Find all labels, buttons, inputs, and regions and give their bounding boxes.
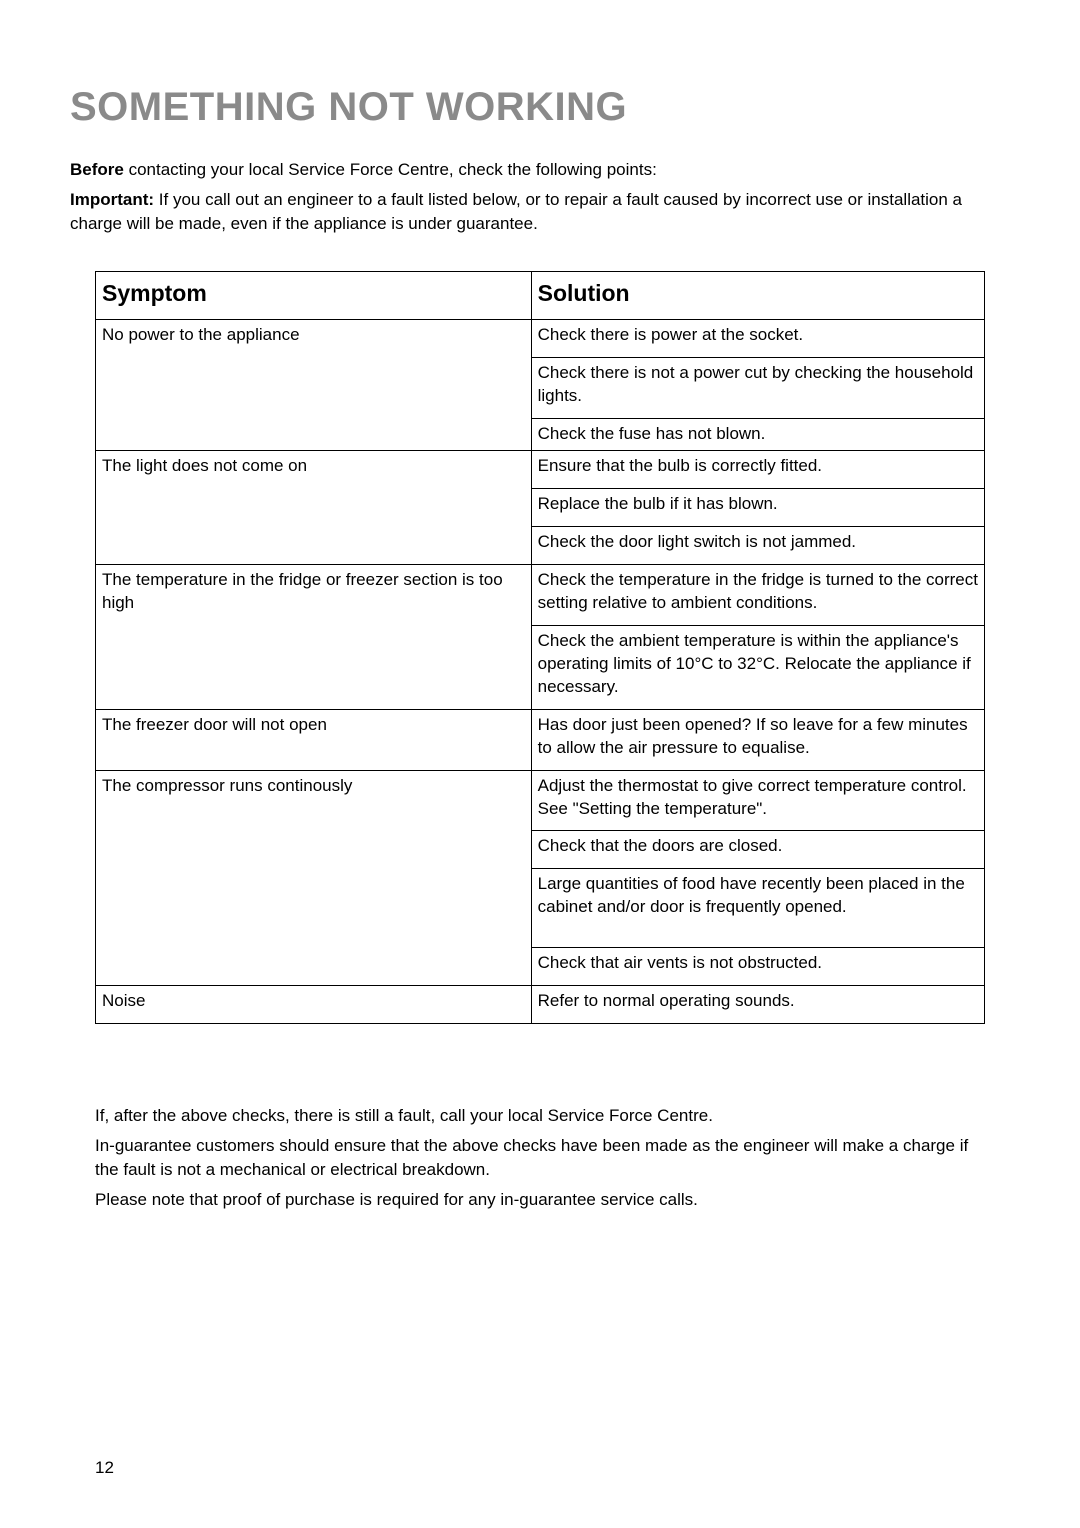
symptom-cell: The freezer door will not open xyxy=(96,709,532,770)
header-symptom: Symptom xyxy=(96,272,532,320)
intro-before: Before contacting your local Service For… xyxy=(70,158,1010,182)
solution-cell: Check there is not a power cut by checki… xyxy=(531,358,984,419)
solution-cell: Check that the doors are closed. xyxy=(531,831,984,869)
solution-cell: Check the ambient temperature is within … xyxy=(531,625,984,709)
page-number: 12 xyxy=(95,1458,114,1478)
table-body: No power to the appliance Check there is… xyxy=(96,320,985,1024)
solution-cell: Large quantities of food have recently b… xyxy=(531,869,984,948)
before-bold: Before xyxy=(70,160,124,179)
solution-cell: Check there is power at the socket. xyxy=(531,320,984,358)
symptom-cell: Noise xyxy=(96,986,532,1024)
page-title: SOMETHING NOT WORKING xyxy=(70,85,1010,130)
symptom-cell: The compressor runs continously xyxy=(96,770,532,986)
table-row: The light does not come on Ensure that t… xyxy=(96,451,985,489)
footer-p1: If, after the above checks, there is sti… xyxy=(95,1104,985,1128)
header-solution: Solution xyxy=(531,272,984,320)
troubleshooting-table-wrap: Symptom Solution No power to the applian… xyxy=(95,271,985,1024)
table-row: No power to the appliance Check there is… xyxy=(96,320,985,358)
solution-cell: Check the fuse has not blown. xyxy=(531,419,984,451)
important-bold: Important: xyxy=(70,190,154,209)
solution-cell: Refer to normal operating sounds. xyxy=(531,986,984,1024)
table-row: The temperature in the fridge or freezer… xyxy=(96,565,985,626)
solution-cell: Check the door light switch is not jamme… xyxy=(531,527,984,565)
table-row: The compressor runs continously Adjust t… xyxy=(96,770,985,831)
solution-cell: Replace the bulb if it has blown. xyxy=(531,489,984,527)
table-row: The freezer door will not open Has door … xyxy=(96,709,985,770)
troubleshooting-table: Symptom Solution No power to the applian… xyxy=(95,271,985,1024)
solution-cell: Adjust the thermostat to give correct te… xyxy=(531,770,984,831)
solution-cell: Check the temperature in the fridge is t… xyxy=(531,565,984,626)
intro-important: Important: If you call out an engineer t… xyxy=(70,188,1010,236)
footer-p2: In-guarantee customers should ensure tha… xyxy=(95,1134,985,1182)
table-row: Noise Refer to normal operating sounds. xyxy=(96,986,985,1024)
solution-cell: Has door just been opened? If so leave f… xyxy=(531,709,984,770)
page: SOMETHING NOT WORKING Before contacting … xyxy=(0,0,1080,1528)
solution-cell: Ensure that the bulb is correctly fitted… xyxy=(531,451,984,489)
symptom-cell: The temperature in the fridge or freezer… xyxy=(96,565,532,710)
footer-text: If, after the above checks, there is sti… xyxy=(95,1104,985,1211)
symptom-cell: The light does not come on xyxy=(96,451,532,565)
footer-p3: Please note that proof of purchase is re… xyxy=(95,1188,985,1212)
solution-cell: Check that air vents is not obstructed. xyxy=(531,948,984,986)
table-header-row: Symptom Solution xyxy=(96,272,985,320)
important-rest: If you call out an engineer to a fault l… xyxy=(70,190,962,233)
symptom-cell: No power to the appliance xyxy=(96,320,532,451)
before-rest: contacting your local Service Force Cent… xyxy=(124,160,657,179)
